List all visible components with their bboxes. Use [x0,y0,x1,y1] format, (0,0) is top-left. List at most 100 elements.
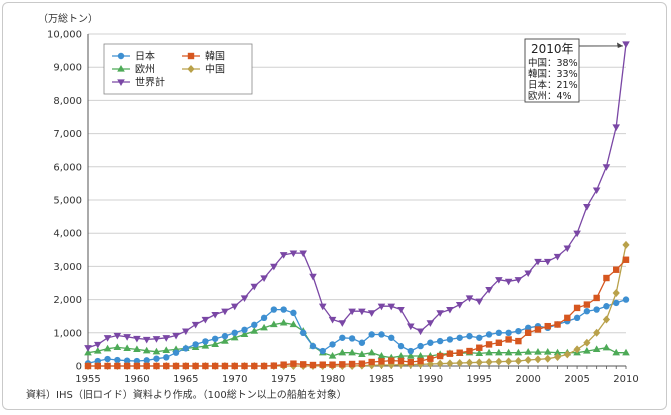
data-point [485,348,493,356]
data-point [289,320,298,328]
data-point [123,344,131,352]
data-point [583,301,591,308]
data-point [348,308,356,316]
data-point [505,336,512,343]
data-point [427,355,434,362]
data-point [534,258,542,266]
data-point [84,345,92,352]
data-point [387,361,395,370]
data-point [476,334,483,341]
data-point [583,308,591,315]
data-point [622,348,630,356]
data-point [250,283,259,291]
data-point [221,332,229,340]
data-point [250,327,259,334]
data-point [339,361,346,368]
data-point [534,355,542,364]
data-point [593,294,600,302]
legend-label: 韓国 [205,51,225,63]
data-point [241,326,248,334]
data-point [328,316,337,324]
data-point [182,362,190,370]
data-point [270,320,278,328]
legend-label: 中国 [205,63,225,76]
data-point [397,306,405,314]
data-point [309,361,317,369]
y-tick-label: 3,000 [53,262,82,273]
data-point [466,347,473,355]
data-point [592,187,601,195]
data-point [407,352,415,359]
x-tick-label: 1995 [467,374,492,385]
data-point [613,299,620,307]
data-point [446,350,454,357]
data-point [114,362,121,370]
data-point [93,347,102,354]
x-tick-label: 1975 [271,374,296,385]
data-point [485,331,493,338]
data-point [367,348,376,356]
y-tick-label: 0 [76,362,82,373]
data-point [104,362,111,370]
data-point [505,357,513,366]
data-point [583,338,591,347]
data-point [328,352,337,359]
data-point [524,356,532,365]
data-point [114,356,121,364]
data-point [543,348,552,355]
data-point [172,349,180,356]
data-point [260,314,268,322]
data-point [388,357,395,364]
data-point [485,341,493,348]
data-point [230,333,239,341]
data-point [436,359,444,368]
data-point [348,335,356,342]
data-point [240,295,249,302]
data-point [338,320,347,327]
data-point [192,362,199,370]
annotation-line: 中国：38% [528,57,578,69]
data-point [475,298,484,306]
x-tick-label: 1970 [222,374,247,385]
data-point [300,329,307,336]
data-point [583,347,591,354]
data-point [153,362,160,370]
data-point [309,342,317,350]
data-point [544,322,551,330]
data-point [416,328,425,336]
data-point [397,352,405,359]
legend-swatch-marker [117,65,125,72]
data-point [270,362,278,369]
data-point [446,306,454,314]
data-point [221,308,229,316]
data-point [446,336,454,343]
data-point [573,314,581,322]
data-point [495,348,503,356]
data-point [436,310,444,317]
data-point [163,354,170,361]
data-point [622,296,630,303]
data-point [241,362,248,370]
data-point [231,362,238,370]
data-point [573,345,581,354]
annotation-title: 2010年 [531,42,574,56]
data-point [436,352,444,360]
data-point [290,309,297,317]
data-point [476,344,483,351]
data-point [143,362,150,370]
data-point [280,361,287,368]
data-point [505,329,512,336]
data-point [563,245,572,253]
data-point [240,330,249,338]
data-point [446,359,454,368]
x-tick-label: 1980 [320,374,345,385]
data-point [94,357,101,365]
data-point [191,321,200,329]
data-point [152,336,161,343]
data-point [622,240,630,249]
data-point [544,354,552,363]
annotation-arrowhead [617,42,623,48]
data-point [426,360,434,369]
data-point [495,339,503,346]
data-point [133,357,141,365]
